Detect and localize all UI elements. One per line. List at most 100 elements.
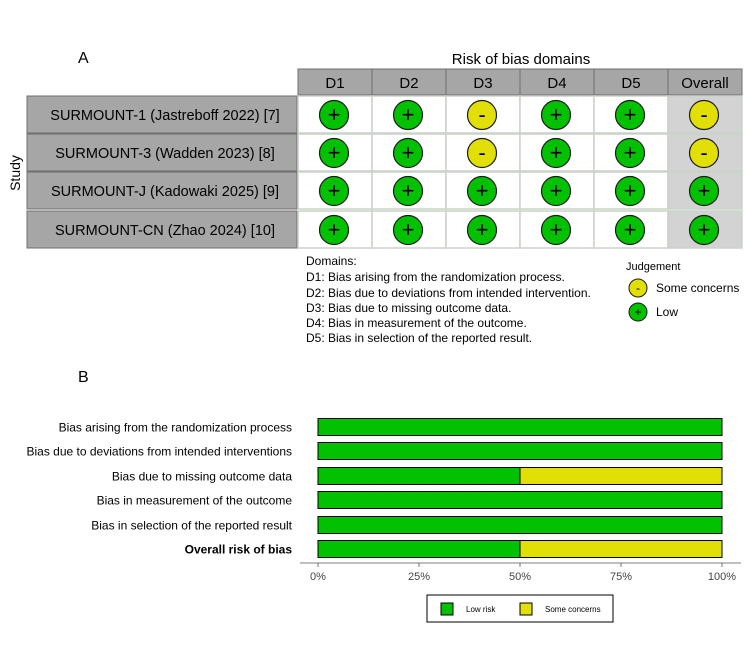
judgement-low-symbol: + (550, 140, 563, 165)
judgement-low-symbol: + (328, 178, 341, 203)
judgement-low-circle (466, 175, 498, 207)
judgement-low-symbol: + (402, 102, 415, 127)
column-header-d3: D3 (473, 75, 492, 92)
bar-segment-low-risk (317, 442, 723, 460)
study-axis-label: Study (7, 155, 23, 191)
panel-a-label: A (78, 50, 89, 67)
column-header-d4: D4 (547, 75, 566, 92)
judgement-some-circle (688, 137, 720, 169)
judgement-low-symbol: + (624, 178, 637, 203)
study-label-surmount-j-kadowaki-2025-9: SURMOUNT-J (Kadowaki 2025) [9] (51, 184, 279, 200)
column-header-bg-d3 (445, 68, 521, 96)
judgement-low-symbol: + (476, 178, 489, 203)
judgement-some-symbol: - (478, 102, 485, 127)
summary-bar-chart: Bias arising from the randomization proc… (27, 418, 741, 583)
category-label-bias-due-to-missing-outcome-data: Bias due to missing outcome data (112, 470, 292, 484)
judgement-legend-title: Judgement (626, 261, 680, 273)
study-label-surmount-cn-zhao-2024-10: SURMOUNT-CN (Zhao 2024) [10] (55, 223, 275, 239)
panel-b-label: B (78, 369, 89, 386)
x-tick-label: 25% (408, 571, 430, 583)
legend-some-label: Some concerns (656, 281, 739, 295)
judgement-low-circle (614, 137, 646, 169)
judgement-low-circle (614, 99, 646, 131)
judgement-low-symbol: + (402, 178, 415, 203)
study-label-bg (26, 171, 298, 210)
legend-low-circle (628, 302, 648, 322)
judgement-low-circle (392, 214, 424, 246)
judgement-low-circle (392, 99, 424, 131)
judgement-low-circle (392, 137, 424, 169)
judgement-some-symbol: - (700, 140, 707, 165)
judgement-some-circle (688, 99, 720, 131)
legend-low-symbol: + (634, 305, 641, 319)
bar-legend-key-some-concerns (519, 602, 533, 616)
judgement-low-circle (318, 137, 350, 169)
column-header-d5: D5 (621, 75, 640, 92)
bar-segment-low-risk (317, 491, 723, 509)
category-label-bias-arising-from-the-randomization-process: Bias arising from the randomization proc… (59, 421, 292, 435)
judgement-low-symbol: + (328, 140, 341, 165)
bar-segment-low-risk (317, 467, 521, 485)
x-tick-label: 100% (708, 571, 736, 583)
judgement-low-circle (540, 175, 572, 207)
bar-segment-low-risk (317, 540, 521, 558)
judgement-low-circle (614, 214, 646, 246)
judgement-low-symbol: + (698, 217, 711, 242)
bar-legend-label-low-risk: Low risk (466, 605, 496, 614)
column-header-d1: D1 (325, 75, 344, 92)
judgement-low-circle (688, 175, 720, 207)
study-label-bg (26, 133, 298, 172)
judgement-low-circle (318, 99, 350, 131)
bar-legend-label-some-concerns: Some concerns (545, 605, 601, 614)
judgement-low-circle (540, 214, 572, 246)
category-label-bias-due-to-deviations-from-intended-interventions: Bias due to deviations from intended int… (27, 445, 293, 459)
study-label-bg (26, 210, 298, 249)
judgement-low-symbol: + (698, 178, 711, 203)
bar-segment-some-concerns (519, 467, 723, 485)
domains-heading: Domains: (306, 254, 357, 268)
judgement-low-symbol: + (550, 102, 563, 127)
bar-segment-low-risk (317, 516, 723, 534)
domain-d1-description: D1: Bias arising from the randomization … (306, 270, 565, 284)
judgement-low-symbol: + (624, 140, 637, 165)
study-label-surmount-1-jastreboff-2022-7: SURMOUNT-1 (Jastreboff 2022) [7] (50, 108, 279, 124)
column-header-bg-d2 (371, 68, 447, 96)
judgement-low-symbol: + (402, 140, 415, 165)
judgement-some-symbol: - (700, 102, 707, 127)
risk-of-bias-domains-title: Risk of bias domains (452, 51, 590, 68)
category-label-bias-in-selection-of-the-reported-result: Bias in selection of the reported result (91, 519, 292, 533)
summary-bar-legend: Low risk Some concerns (426, 594, 614, 623)
judgement-low-circle (392, 175, 424, 207)
judgement-low-circle (688, 214, 720, 246)
judgement-low-symbol: + (402, 217, 415, 242)
judgement-legend: Judgement - Some concerns + Low (626, 261, 739, 322)
judgement-some-symbol: - (478, 140, 485, 165)
legend-some-circle (628, 278, 648, 298)
category-label-overall-risk-of-bias: Overall risk of bias (185, 543, 293, 557)
column-header-overall: Overall (681, 75, 729, 92)
column-header-d2: D2 (399, 75, 418, 92)
x-tick-label: 75% (610, 571, 632, 583)
traffic-light-grid: D1 D2 D3 D4 D5 Overall SURMOUNT-1 (Jastreboff … (26, 68, 743, 249)
column-header-bg-overall (667, 68, 743, 96)
bar-segment-some-concerns (519, 540, 723, 558)
judgement-low-symbol: + (624, 102, 637, 127)
judgement-low-symbol: + (624, 217, 637, 242)
judgement-low-circle (540, 137, 572, 169)
legend-some-symbol: - (636, 281, 640, 295)
domain-d3-description: D3: Bias due to missing outcome data. (306, 301, 511, 315)
judgement-low-circle (318, 175, 350, 207)
column-header-bg-d1 (297, 68, 373, 96)
judgement-low-symbol: + (550, 178, 563, 203)
judgement-some-circle (466, 99, 498, 131)
study-label-bg (26, 95, 298, 134)
judgement-some-circle (466, 137, 498, 169)
bar-segment-low-risk (317, 418, 723, 436)
category-label-bias-in-measurement-of-the-outcome: Bias in measurement of the outcome (97, 494, 293, 508)
judgement-low-symbol: + (476, 217, 489, 242)
judgement-low-circle (466, 214, 498, 246)
judgement-low-symbol: + (328, 102, 341, 127)
domain-d2-description: D2: Bias due to deviations from intended… (306, 286, 591, 300)
judgement-low-circle (614, 175, 646, 207)
